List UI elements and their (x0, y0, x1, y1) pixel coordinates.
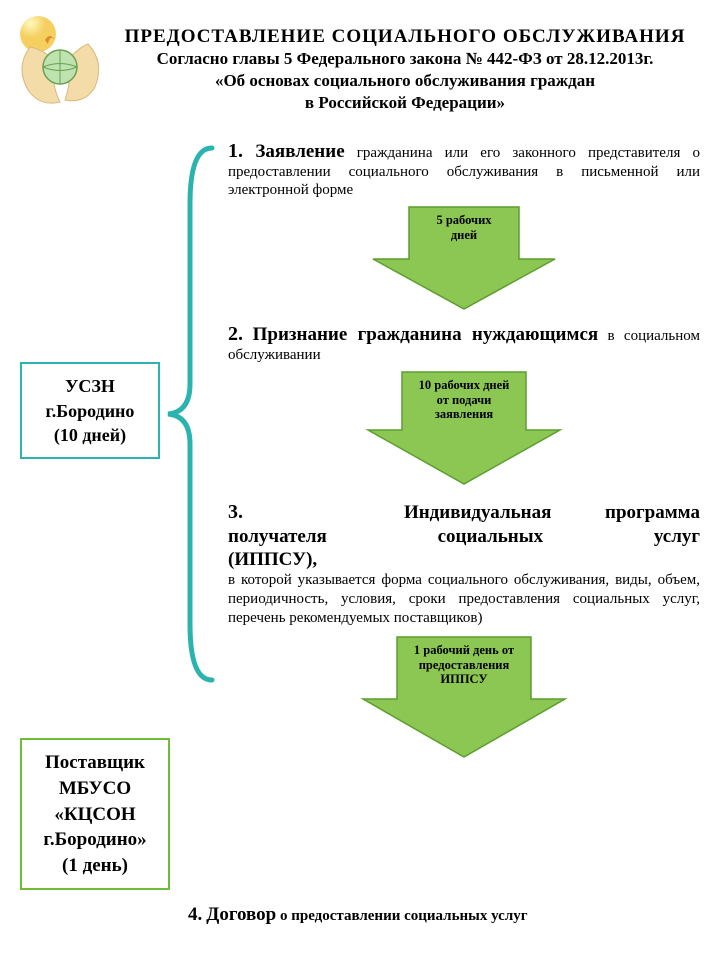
a2-l2: от подачи (389, 393, 539, 407)
side-box-provider: Поставщик МБУСО «КЦСОН г.Бородино» (1 де… (20, 738, 170, 890)
prov-line4: г.Бородино» (28, 827, 162, 853)
arrow2-label: 10 рабочих дней от подачи заявления (389, 378, 539, 421)
side-box-uszn: УСЗН г.Бородино (10 дней) (20, 362, 160, 459)
header-line4: в Российской Федерации» (110, 92, 700, 114)
a2-l1: 10 рабочих дней (389, 378, 539, 392)
arrow1-label: 5 рабочих дней (389, 213, 539, 242)
uszn-line1: УСЗН (28, 374, 152, 398)
step4-num: 4. (188, 904, 202, 925)
prov-line5: (1 день) (28, 853, 162, 879)
step-1: 1. Заявление гражданина или его законног… (228, 140, 700, 199)
step3-title-l3: (ИППСУ), (228, 549, 700, 571)
step3-desc: в которой указывается форма социального … (228, 571, 700, 627)
step-3: 3. Индивидуальная программа получателя с… (228, 500, 700, 627)
step4-rest: о предоставлении социальных услуг (276, 908, 527, 924)
header-line2: Согласно главы 5 Федерального закона № 4… (110, 48, 700, 70)
logo (10, 12, 110, 112)
step-4: 4. Договор о предоставлении социальных у… (188, 904, 700, 926)
a1-l2: дней (389, 228, 539, 242)
header-line3: «Об основах социального обслуживания гра… (110, 70, 700, 92)
step1-bold: Заявление (255, 141, 344, 162)
a1-l1: 5 рабочих (389, 213, 539, 227)
step1-num: 1. (228, 140, 243, 162)
arrow-3: 1 рабочий день от предоставления ИППСУ (228, 635, 700, 763)
step2-bold: Признание гражданина нуждающимся (253, 324, 599, 345)
step3-title-l2: получателя социальных услуг (228, 525, 700, 549)
uszn-line3: (10 дней) (28, 423, 152, 447)
step4-bold: Договор (206, 904, 276, 925)
prov-line2: МБУСО (28, 776, 162, 802)
header-title: ПРЕДОСТАВЛЕНИЕ СОЦИАЛЬНОГО ОБСЛУЖИВАНИЯ (110, 26, 700, 48)
arrow-1: 5 рабочих дней (228, 205, 700, 313)
curly-brace (162, 144, 218, 684)
a3-l3: ИППСУ (384, 672, 544, 686)
arrow3-label: 1 рабочий день от предоставления ИППСУ (384, 643, 544, 686)
a3-l2: предоставления (384, 658, 544, 672)
step-2: 2. Признание гражданина нуждающимся в со… (228, 323, 700, 364)
a2-l3: заявления (389, 407, 539, 421)
step3-title-l1: Индивидуальная программа (404, 502, 700, 523)
prov-line1: Поставщик (28, 750, 162, 776)
step2-num: 2. (228, 323, 243, 345)
uszn-line2: г.Бородино (28, 399, 152, 423)
a3-l1: 1 рабочий день от (384, 643, 544, 657)
arrow-2: 10 рабочих дней от подачи заявления (228, 370, 700, 490)
step3-num: 3. (228, 501, 243, 523)
prov-line3: «КЦСОН (28, 802, 162, 828)
